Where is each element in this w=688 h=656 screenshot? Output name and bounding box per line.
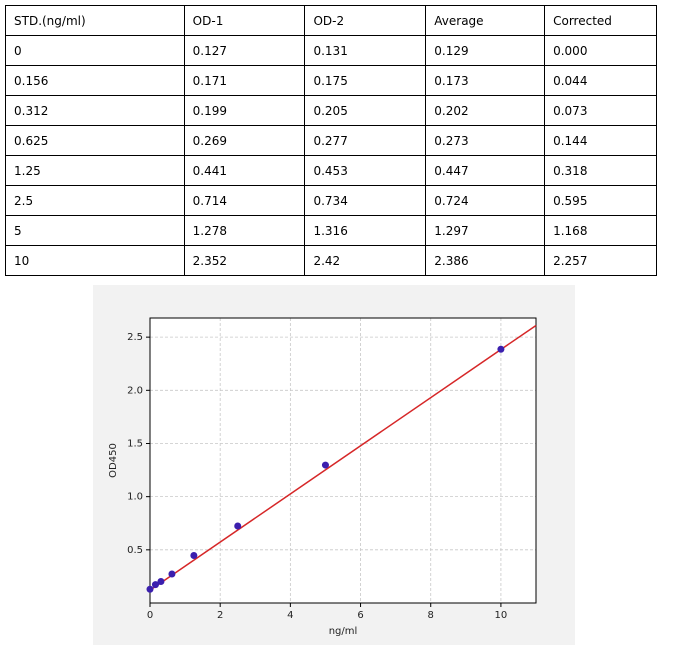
data-point [234,522,242,530]
y-tick-label: 0.5 [127,545,143,556]
table-cell: 1.297 [425,215,546,246]
table-cell: 0.734 [304,185,427,216]
table-cell: OD-2 [304,5,427,36]
table-cell: 0.044 [544,65,657,96]
data-point [497,345,505,353]
table-cell: 2.386 [425,245,546,276]
table-cell: 2.352 [183,245,306,276]
table-cell: OD-1 [183,5,306,36]
x-tick-label: 8 [428,610,434,621]
table-cell: 0.312 [5,95,185,126]
table-cell: 0.273 [425,125,546,156]
y-tick-label: 2.5 [127,332,143,343]
table-cell: 0.595 [544,185,657,216]
table-cell: 0 [5,35,185,66]
data-point [151,581,159,589]
chart: 0 2 4 6 8 10 0.5 1.0 1.5 2.0 2.5 ng/ml OD450 [93,285,575,645]
table-cell: 0.269 [183,125,306,156]
table-row: 0.625 0.269 0.277 0.273 0.144 [5,125,657,156]
table-cell: 0.714 [183,185,306,216]
data-point [321,461,329,469]
table-cell: 0.156 [5,65,185,96]
table-row: 0 0.127 0.131 0.129 0.000 [5,35,657,66]
x-tick-label: 2 [217,610,223,621]
table-cell: 1.278 [183,215,306,246]
table-cell: Corrected [544,5,657,36]
table-cell: 0.127 [183,35,306,66]
table-cell: 10 [5,245,185,276]
table-cell: 0.447 [425,155,546,186]
table-cell: 0.073 [544,95,657,126]
table-row: 0.312 0.199 0.205 0.202 0.073 [5,95,657,126]
table-cell: 1.168 [544,215,657,246]
table-cell: 0.000 [544,35,657,66]
table-cell: 2.5 [5,185,185,216]
data-point [157,578,165,586]
plot-frame [149,317,537,604]
table-cell: 0.144 [544,125,657,156]
table-cell: 0.453 [304,155,427,186]
x-tick-label: 0 [147,610,153,621]
plot-area [150,318,536,603]
table-row: 0.156 0.171 0.175 0.173 0.044 [5,65,657,96]
y-axis-label: OD450 [108,443,119,478]
x-tick-label: 4 [287,610,293,621]
data-table: STD.(ng/ml) OD-1 OD-2 Average Corrected 0 0.12… [5,5,657,276]
table-cell: 2.257 [544,245,657,276]
table-row: 2.5 0.714 0.734 0.724 0.595 [5,185,657,216]
data-point [168,570,176,578]
table-cell: 2.42 [304,245,427,276]
table-cell: 1.316 [304,215,427,246]
table-cell: 0.625 [5,125,185,156]
table-cell: 0.205 [304,95,427,126]
table-cell: 0.131 [304,35,427,66]
table-cell: 0.277 [304,125,427,156]
y-tick-label: 1.5 [127,438,143,449]
x-tick-label: 6 [357,610,363,621]
y-tick-label: 2.0 [127,385,143,396]
table-cell: 0.202 [425,95,546,126]
fit-line [149,324,537,591]
table-cell: 0.318 [544,155,657,186]
data-point [146,585,154,593]
table-cell: Average [425,5,546,36]
x-tick-label: 10 [495,610,508,621]
table-cell: 0.173 [425,65,546,96]
table-cell: 0.724 [425,185,546,216]
x-axis-label: ng/ml [329,626,358,637]
table-row: 5 1.278 1.316 1.297 1.168 [5,215,657,246]
table-cell: 0.441 [183,155,306,186]
table-cell: 0.171 [183,65,306,96]
table-cell: 1.25 [5,155,185,186]
table-row: 1.25 0.441 0.453 0.447 0.318 [5,155,657,186]
header-row: STD.(ng/ml) OD-1 OD-2 Average Corrected [5,5,657,36]
table-row: 10 2.352 2.42 2.386 2.257 [5,245,657,276]
table-cell: 0.199 [183,95,306,126]
table-cell: 0.129 [425,35,546,66]
y-tick-label: 1.0 [127,492,143,503]
table-cell: STD.(ng/ml) [5,5,185,36]
table-cell: 5 [5,215,185,246]
table-cell: 0.175 [304,65,427,96]
data-point [190,551,198,559]
